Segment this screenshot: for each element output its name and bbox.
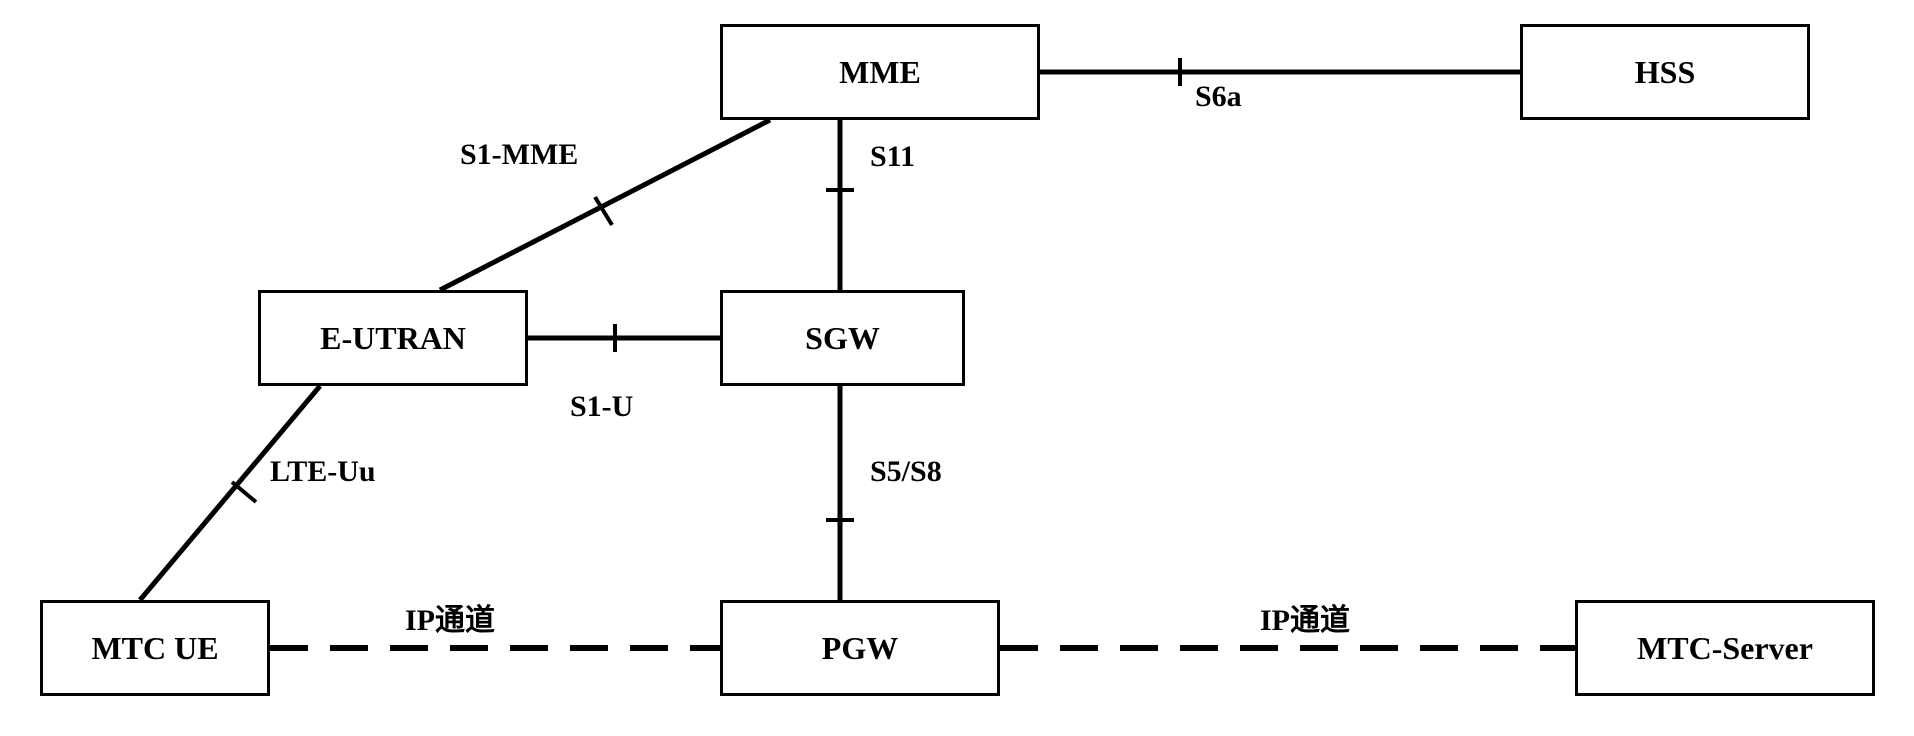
node-label: SGW xyxy=(805,320,880,357)
node-mme: MME xyxy=(720,24,1040,120)
label-s5s8: S5/S8 xyxy=(870,455,942,489)
node-mtcue: MTC UE xyxy=(40,600,270,696)
node-pgw: PGW xyxy=(720,600,1000,696)
tick-lteuu xyxy=(232,482,256,502)
label-s1mme: S1-MME xyxy=(460,138,578,172)
node-label: MTC-Server xyxy=(1637,630,1813,667)
label-s1u: S1-U xyxy=(570,390,633,424)
node-label: PGW xyxy=(822,630,898,667)
node-sgw: SGW xyxy=(720,290,965,386)
tick-s1mme xyxy=(595,197,612,225)
label-lteuu: LTE-Uu xyxy=(270,455,376,489)
node-label: MME xyxy=(839,54,921,91)
node-label: E-UTRAN xyxy=(320,320,466,357)
network-diagram: MME HSS E-UTRAN SGW MTC UE PGW MTC-Serve… xyxy=(0,0,1914,736)
label-ip1: IP通道 xyxy=(405,595,495,639)
node-label: MTC UE xyxy=(91,630,218,667)
label-ip2: IP通道 xyxy=(1260,595,1350,639)
node-eutran: E-UTRAN xyxy=(258,290,528,386)
label-s6a: S6a xyxy=(1195,80,1242,114)
node-hss: HSS xyxy=(1520,24,1810,120)
label-s11: S11 xyxy=(870,140,915,174)
edge-eutran-ue xyxy=(140,386,320,600)
node-mtcserver: MTC-Server xyxy=(1575,600,1875,696)
node-label: HSS xyxy=(1635,54,1695,91)
